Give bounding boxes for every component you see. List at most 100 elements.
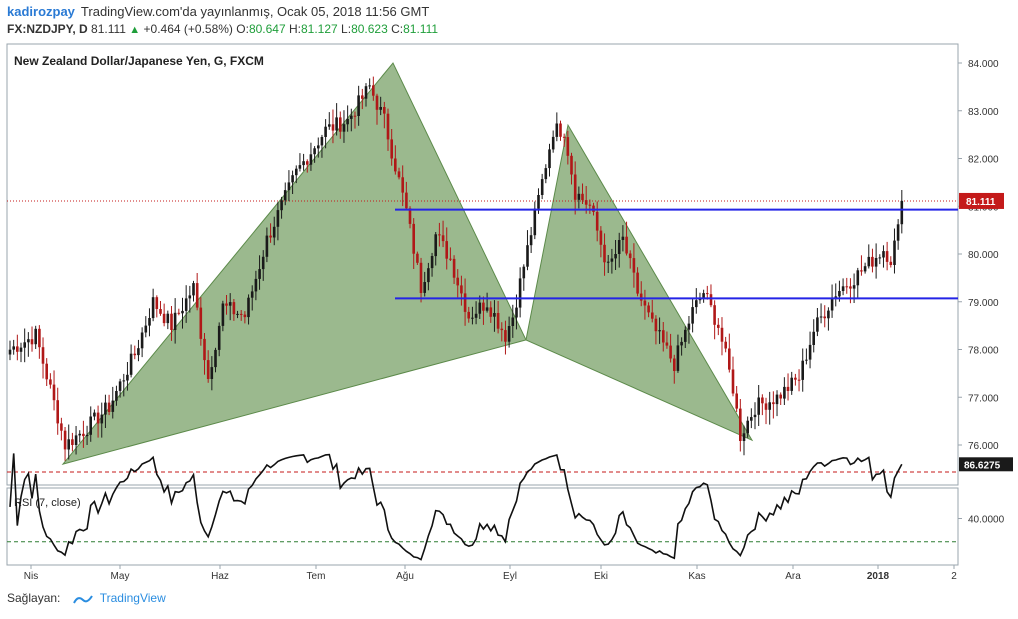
candle-body [34, 328, 37, 345]
candle-body [41, 347, 45, 364]
candle-body [214, 349, 217, 368]
candle-body [562, 136, 566, 138]
last-price: 81.111 [91, 22, 126, 36]
candle-body [107, 402, 111, 412]
candle-body [265, 235, 269, 257]
candle-body [720, 327, 724, 342]
y-tick-label: 78.000 [968, 346, 999, 357]
candle-body [144, 325, 148, 333]
candle-body [599, 230, 603, 245]
candle-body [662, 330, 665, 343]
candle-body [768, 402, 771, 410]
candle-body [397, 171, 401, 178]
candle-body [643, 300, 647, 306]
author-name[interactable]: kadirozpay [7, 4, 75, 19]
rsi-y-tick-label: 40.0000 [968, 515, 1005, 526]
close-label: C: [391, 22, 404, 36]
candle-body [379, 107, 382, 110]
candle-body [148, 318, 151, 326]
candle-body [753, 414, 757, 418]
candle-body [812, 331, 815, 345]
rsi-title: RSI (7, close) [14, 497, 81, 509]
candle-body [89, 416, 92, 435]
high-value: 81.127 [301, 22, 338, 36]
candle-body [463, 293, 467, 312]
candle-body [353, 115, 357, 117]
candle-body [159, 309, 162, 314]
candle-body [430, 256, 434, 269]
candle-body [456, 277, 459, 286]
candle-body [155, 297, 159, 309]
candle-body [808, 344, 812, 360]
candle-body [816, 317, 819, 332]
open-value: 80.647 [248, 22, 286, 36]
provider-label: Sağlayan: [7, 591, 61, 605]
candle-body [878, 257, 882, 259]
candle-body [261, 256, 265, 270]
candle-body [71, 439, 74, 445]
candle-body [801, 360, 804, 380]
candle-body [8, 349, 12, 355]
candle-body [291, 175, 294, 183]
candle-body [735, 393, 738, 409]
candle-body [247, 297, 250, 318]
x-tick-label: Eyl [503, 571, 517, 582]
candle-body [830, 298, 834, 311]
axes: 84.00083.00082.00081.00080.00079.00078.0… [24, 59, 1013, 582]
candle-body [548, 149, 551, 169]
candle-body [170, 313, 173, 330]
candle-body [258, 269, 261, 279]
candle-body [764, 403, 768, 410]
candle-body [302, 161, 305, 166]
y-tick-label: 79.000 [968, 298, 999, 309]
provider-name[interactable]: TradingView [99, 591, 166, 605]
candle-body [195, 283, 199, 308]
candle-body [621, 236, 625, 240]
x-tick-label: 2 [951, 571, 957, 582]
candle-body [658, 330, 661, 332]
candle-body [786, 386, 790, 391]
candle-body [533, 208, 537, 236]
x-tick-label: Ağu [396, 571, 414, 582]
candle-body [871, 256, 874, 267]
candle-body [184, 298, 188, 311]
candle-body [386, 113, 390, 140]
y-tick-label: 80.000 [968, 250, 999, 261]
candle-body [375, 95, 379, 110]
low-label: L: [341, 22, 352, 36]
candle-body [173, 312, 177, 330]
rsi-value-tag-label: 86.6275 [964, 460, 1001, 471]
candle-body [709, 294, 713, 306]
candle-body [874, 258, 878, 267]
candle-body [228, 302, 232, 306]
candle-body [452, 258, 456, 278]
candle-body [797, 379, 801, 381]
candle-body [489, 307, 493, 317]
pattern-triangle-xab [61, 62, 527, 465]
candle-body [49, 379, 52, 385]
candle-body [863, 266, 867, 272]
candle-body [129, 353, 133, 375]
candle-body [625, 236, 628, 254]
candle-body [507, 326, 511, 342]
candle-body [823, 316, 826, 319]
candle-body [118, 381, 122, 391]
candle-body [405, 192, 408, 209]
candle-body [827, 310, 830, 319]
ohlc-line: FX:NZDJPY, D 81.111 ▲ +0.464 (+0.58%) O:… [7, 22, 438, 36]
candle-body [232, 302, 236, 315]
candle-body [706, 293, 709, 295]
y-tick-label: 84.000 [968, 59, 999, 70]
high-label: H: [289, 22, 301, 36]
candle-body [100, 414, 104, 424]
candle-body [845, 286, 849, 288]
candle-body [687, 323, 691, 330]
candle-body [713, 305, 716, 325]
candle-body [537, 195, 540, 209]
up-arrow-icon: ▲ [129, 24, 141, 36]
candle-body [12, 346, 15, 350]
candle-body [555, 123, 559, 137]
candle-body [511, 317, 515, 326]
candle-body [856, 270, 860, 286]
